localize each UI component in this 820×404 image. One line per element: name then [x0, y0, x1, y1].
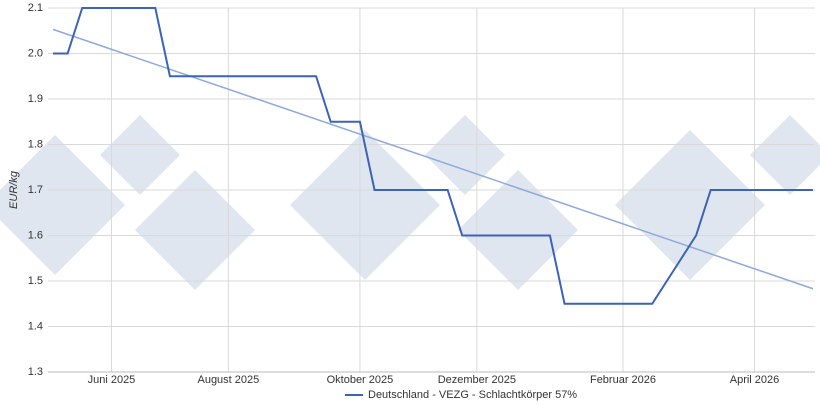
x-tick-label: April 2026 [730, 374, 780, 386]
y-tick-label: 1.8 [28, 138, 43, 150]
y-tick-label: 1.5 [28, 275, 43, 287]
x-tick-label: Oktober 2025 [327, 374, 394, 386]
y-tick-label: 1.9 [28, 93, 43, 105]
y-tick-label: 2.0 [28, 47, 43, 59]
x-tick-label: Juni 2025 [88, 374, 136, 386]
y-tick-label: 1.4 [28, 320, 43, 332]
y-tick-label: 1.6 [28, 229, 43, 241]
x-tick-label: Februar 2026 [590, 374, 656, 386]
y-tick-label: 1.7 [28, 184, 43, 196]
trend-line [52, 28, 814, 290]
y-tick-label: 1.3 [28, 366, 43, 378]
y-axis-label: EUR/kg [8, 170, 20, 209]
x-tick-label: August 2025 [197, 374, 259, 386]
watermark [0, 115, 820, 290]
data-line [53, 7, 813, 305]
x-tick-label: Dezember 2025 [438, 374, 516, 386]
legend-label: Deutschland - VEZG - Schlachtkörper 57% [368, 389, 577, 401]
y-tick-label: 2.1 [28, 2, 43, 14]
